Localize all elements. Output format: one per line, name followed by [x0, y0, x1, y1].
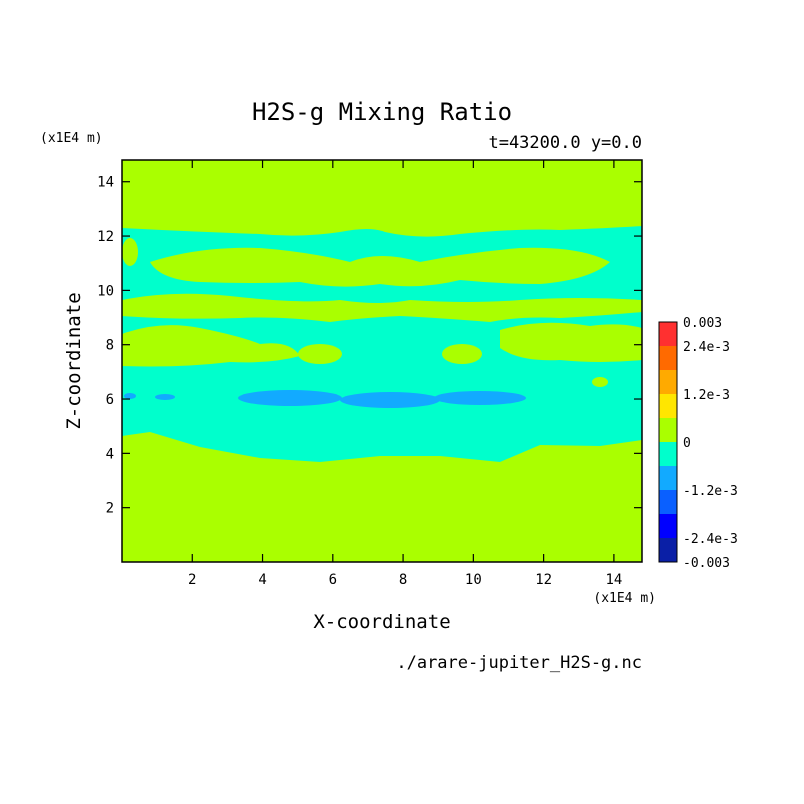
colorbar-segment: [659, 346, 677, 370]
colorbar-label: -1.2e-3: [683, 484, 738, 499]
y-tick-label: 8: [106, 338, 114, 354]
plot-frame: [121, 159, 643, 563]
field-island: [500, 322, 642, 362]
field-island: [298, 344, 342, 364]
field-island: [442, 344, 482, 364]
x-tick-label: 4: [258, 572, 266, 588]
x-tick-label: 6: [329, 572, 337, 588]
y-axis-label: Z-coordinate: [63, 292, 85, 429]
y-tick-label: 6: [106, 392, 114, 408]
y-tick-label: 4: [106, 446, 114, 462]
x-tick-label: 10: [465, 572, 482, 588]
colorbar-segment: [659, 538, 677, 562]
colorbar-label: -2.4e-3: [683, 532, 738, 547]
field-island: [592, 377, 608, 387]
colorbar-label: -0.003: [683, 556, 730, 571]
colorbar-label: 1.2e-3: [683, 388, 730, 403]
field-island: [122, 210, 642, 237]
colorbar-label: 2.4e-3: [683, 340, 730, 355]
colorbar: 0.003 2.4e-3 1.2e-3 0 -1.2e-3 -2.4e-3 -0.003: [658, 316, 738, 571]
y-tick-label: 12: [97, 229, 114, 245]
y-tick-label: 14: [97, 175, 114, 191]
colorbar-segment: [659, 490, 677, 514]
colorbar-segment: [659, 514, 677, 538]
x-tick-label: 14: [605, 572, 622, 588]
field-deep-negative: [155, 394, 175, 400]
z-unit-label: (x1E4 m): [40, 131, 103, 146]
field-island: [122, 238, 138, 266]
colorbar-label: 0.003: [683, 316, 722, 331]
x-axis: 2 4 6 8 10 12 14: [188, 160, 622, 588]
y-tick-label: 2: [106, 501, 114, 517]
field-deep-negative: [238, 390, 342, 406]
field-island: [122, 325, 300, 367]
y-tick-label: 10: [97, 283, 114, 299]
colorbar-frame: [658, 321, 678, 563]
colorbar-segment: [659, 370, 677, 394]
colorbar-segment: [659, 442, 677, 466]
x-tick-label: 2: [188, 572, 196, 588]
x-tick-label: 8: [399, 572, 407, 588]
y-axis: 2 4 6 8 10 12 14: [97, 175, 642, 517]
field-island: [150, 247, 610, 287]
chart-title: H2S-g Mixing Ratio: [252, 98, 512, 126]
field-deep-negative: [340, 392, 440, 408]
x-axis-label: X-coordinate: [313, 611, 450, 633]
colorbar-segment: [659, 394, 677, 418]
field-deep-negative: [124, 393, 136, 399]
colorbar-segment: [659, 322, 677, 346]
source-file-label: ./arare-jupiter_H2S-g.nc: [396, 653, 642, 673]
field-island: [122, 293, 642, 322]
colorbar-segment: [659, 418, 677, 442]
x-unit-label: (x1E4 m): [593, 591, 656, 606]
field-deep-negative: [434, 391, 526, 405]
colorbar-segment: [659, 466, 677, 490]
x-tick-label: 12: [535, 572, 552, 588]
chart-subtitle: t=43200.0 y=0.0: [488, 133, 642, 153]
colorbar-label: 0: [683, 436, 691, 451]
plot-area: [122, 160, 642, 562]
